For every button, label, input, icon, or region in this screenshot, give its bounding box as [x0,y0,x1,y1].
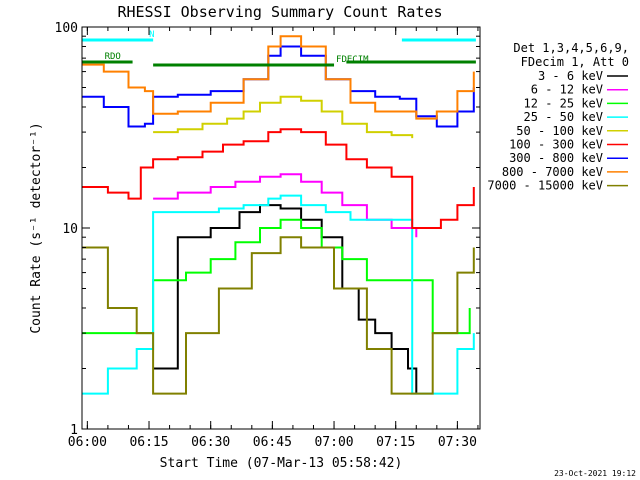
legend-entry: 100 - 300 keV [509,138,603,152]
legend-entry: 12 - 25 keV [524,96,603,110]
y-tick-label: 10 [62,222,78,237]
plot-area: N RDO FDECIM [82,30,476,395]
series-line [82,128,475,229]
legend-entry: 50 - 100 keV [516,124,603,138]
flag-label: N [149,30,154,40]
series-line [82,194,475,395]
legend-entry: 3 - 6 keV [538,69,603,83]
series-line [153,204,418,394]
x-tick-label: 07:00 [314,435,353,450]
x-tick-label: 07:30 [438,435,477,450]
legend-entry: 800 - 7000 keV [502,165,603,179]
series-line [82,236,475,395]
legend-entry: 6 - 12 keV [531,83,603,97]
flag-label: RDO [105,52,121,62]
y-tick-label: 100 [55,21,78,36]
legend-entry: 300 - 800 keV [509,151,603,165]
footer-timestamp: 23-Oct-2021 19:12 [554,469,636,478]
x-tick-label: 06:45 [253,435,292,450]
x-axis-label: Start Time (07-Mar-13 05:58:42) [160,456,403,471]
x-tick-label: 06:15 [129,435,168,450]
legend-entry: 7000 - 15000 keV [487,179,603,193]
x-tick-label: 06:30 [191,435,230,450]
series-line [153,95,414,139]
series-line [82,218,471,335]
series-line [82,35,475,120]
legend: Det 1,3,4,5,6,9,FDecim 1, Att 03 - 6 keV… [487,41,629,193]
flag-label: FDECIM [336,55,369,65]
y-axis-label: Count Rate (s⁻¹ detector⁻¹) [29,122,44,333]
y-tick-label: 1 [70,423,78,438]
chart-title: RHESSI Observing Summary Count Rates [117,3,442,21]
x-tick-label: 06:00 [68,435,107,450]
legend-header: Det 1,3,4,5,6,9, [513,41,629,55]
legend-entry: 25 - 50 keV [524,110,603,124]
series-line [153,173,418,238]
legend-header: FDecim 1, Att 0 [521,55,629,69]
x-tick-label: 07:15 [376,435,415,450]
